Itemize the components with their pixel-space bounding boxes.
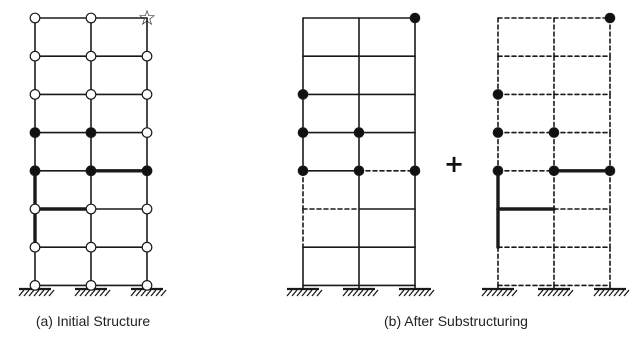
interior-node — [29, 203, 41, 215]
interior-node — [29, 12, 41, 24]
boundary-node — [604, 12, 616, 24]
fixed-support — [398, 287, 435, 297]
caption-initial-structure: (a) Initial Structure — [36, 313, 151, 329]
boundary-node — [548, 165, 560, 177]
boundary-node — [297, 127, 309, 138]
fixed-support — [481, 287, 518, 297]
plus-operator: + — [444, 150, 464, 178]
interior-node — [85, 280, 97, 291]
interior-node — [29, 280, 41, 291]
frame-substructure-1 — [286, 12, 435, 297]
boundary-node — [297, 89, 309, 100]
interior-node — [29, 88, 41, 100]
frame-initial-structure: ☆ — [18, 6, 167, 297]
interior-node — [29, 241, 41, 253]
caption-after-substructuring: (b) After Substructuring — [384, 313, 528, 329]
interior-node — [141, 50, 153, 62]
fixed-support — [286, 287, 323, 297]
interior-node — [85, 241, 97, 253]
boundary-node — [353, 127, 365, 138]
frame-substructure-2 — [481, 12, 630, 297]
boundary-node — [492, 127, 504, 138]
boundary-node — [85, 165, 97, 177]
interior-node — [141, 127, 153, 139]
star-node-marker: ☆ — [138, 6, 157, 30]
boundary-node — [492, 89, 504, 100]
interior-node — [141, 241, 153, 253]
boundary-node — [29, 127, 41, 139]
fixed-support — [593, 287, 630, 297]
boundary-node — [492, 165, 504, 177]
fixed-support — [18, 287, 55, 297]
fixed-support — [342, 287, 379, 297]
boundary-node — [604, 165, 616, 177]
interior-node — [85, 12, 97, 24]
boundary-node — [353, 165, 365, 177]
boundary-node — [29, 165, 41, 177]
interior-node — [29, 50, 41, 62]
interior-node — [85, 50, 97, 62]
interior-node — [141, 203, 153, 215]
boundary-node — [141, 165, 153, 177]
boundary-node — [409, 165, 421, 177]
boundary-node — [85, 127, 97, 139]
interior-node — [85, 203, 97, 215]
boundary-node — [548, 127, 560, 138]
interior-node — [141, 88, 153, 100]
fixed-support — [537, 287, 574, 297]
interior-node — [85, 88, 97, 100]
boundary-node — [297, 165, 309, 177]
interior-node — [141, 280, 153, 291]
boundary-node — [409, 12, 421, 24]
